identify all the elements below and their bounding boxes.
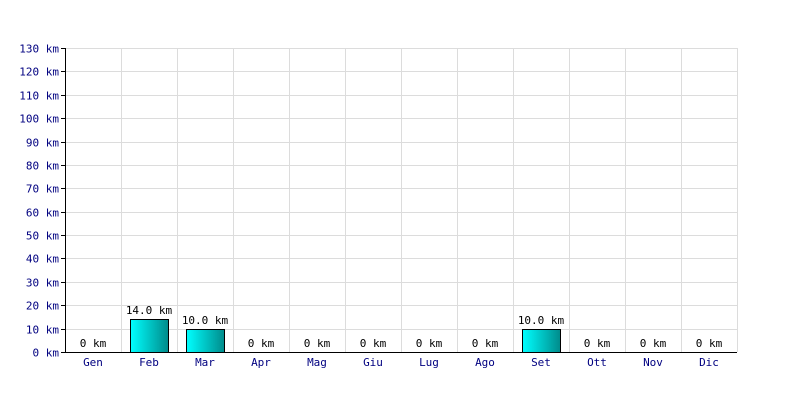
x-tick-label-feb: Feb [139, 356, 159, 369]
x-tick-label-ago: Ago [475, 356, 495, 369]
labels: 0 km 10 km 20 km 30 km 40 km 50 km 60 km 70 km 8… [19, 43, 722, 370]
data-label-feb: 14.0 km [126, 304, 173, 317]
y-tick-label: 100 km [19, 113, 59, 126]
y-tick-label: 110 km [19, 90, 59, 103]
x-tick-label-mag: Mag [307, 356, 327, 369]
y-tick-label: 70 km [26, 183, 59, 196]
x-tick-label-nov: Nov [643, 356, 663, 369]
data-label-ott: 0 km [584, 337, 611, 350]
bar-feb [130, 319, 169, 353]
data-label-apr: 0 km [248, 337, 275, 350]
x-tick-label-set: Set [531, 356, 551, 369]
y-tick-label: 30 km [26, 277, 59, 290]
y-tick-label: 0 km [33, 347, 60, 360]
data-label-ago: 0 km [472, 337, 499, 350]
y-tick-label: 50 km [26, 230, 59, 243]
y-tick-label: 90 km [26, 137, 59, 150]
data-label-mar: 10.0 km [182, 314, 229, 327]
data-label-nov: 0 km [640, 337, 667, 350]
y-tick-label: 60 km [26, 207, 59, 220]
x-tick-label-dic: Dic [699, 356, 719, 369]
bars [130, 319, 561, 353]
data-label-lug: 0 km [416, 337, 443, 350]
bar-mar [186, 329, 225, 353]
data-label-gen: 0 km [80, 337, 107, 350]
x-tick-label-mar: Mar [195, 356, 215, 369]
x-tick-label-ott: Ott [587, 356, 607, 369]
y-tick-label: 10 km [26, 324, 59, 337]
y-tick-label: 80 km [26, 160, 59, 173]
y-tick-label: 130 km [19, 43, 59, 56]
axes [61, 48, 737, 353]
data-label-set: 10.0 km [518, 314, 565, 327]
y-tick-label: 20 km [26, 300, 59, 313]
grid [65, 48, 738, 352]
data-label-mag: 0 km [304, 337, 331, 350]
y-tick-label: 120 km [19, 66, 59, 79]
y-tick-label: 40 km [26, 253, 59, 266]
bar-set [522, 329, 561, 353]
data-label-dic: 0 km [696, 337, 723, 350]
x-tick-label-giu: Giu [363, 356, 383, 369]
data-label-giu: 0 km [360, 337, 387, 350]
x-tick-label-apr: Apr [251, 356, 271, 369]
x-tick-label-lug: Lug [419, 356, 439, 369]
x-tick-label-gen: Gen [83, 356, 103, 369]
